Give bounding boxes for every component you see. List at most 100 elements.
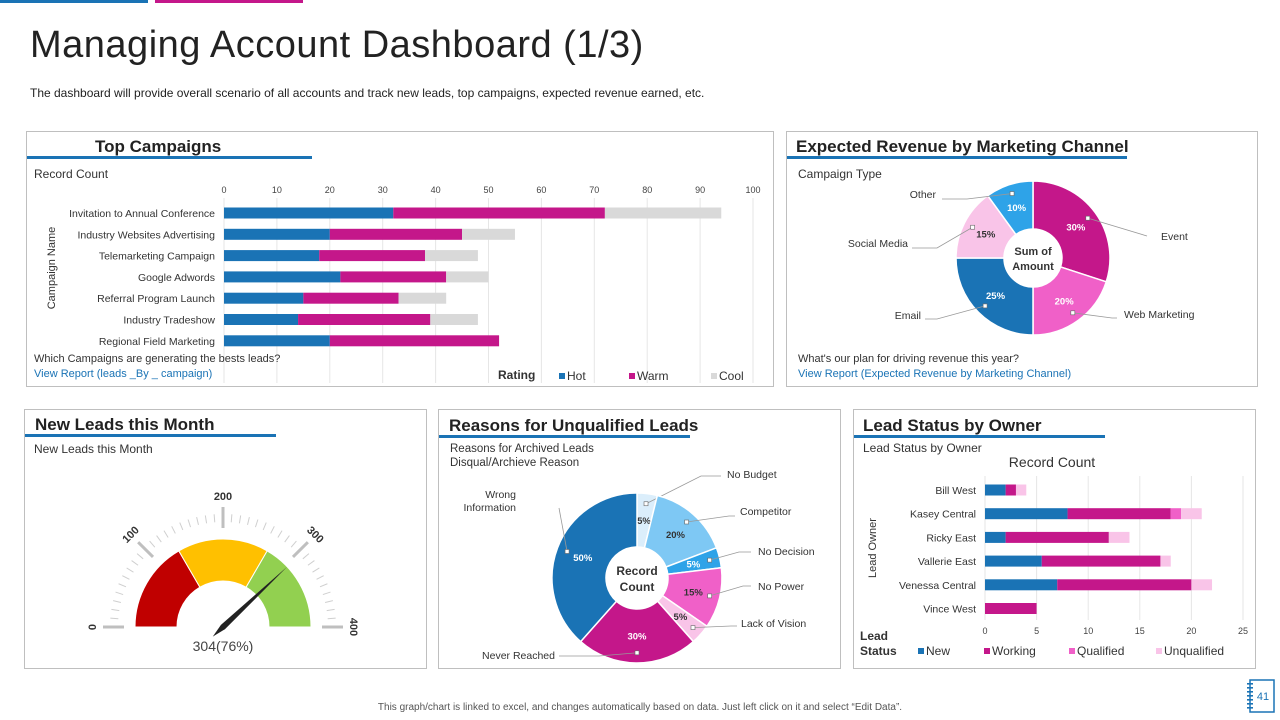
leader-line — [925, 305, 986, 320]
gauge-minor-tick — [270, 526, 275, 534]
gauge-minor-tick — [238, 515, 242, 524]
legend-label: Working — [992, 644, 1036, 658]
bar-hot — [224, 314, 299, 325]
expected-revenue-panel: Expected Revenue by Marketing Channel Ca… — [786, 131, 1258, 387]
y-axis-label: Lead Owner — [867, 518, 879, 578]
slice-label: 50% — [573, 553, 593, 564]
notebook-icon — [1249, 679, 1275, 713]
gauge-minor-tick — [196, 517, 199, 526]
panel-title-underline — [854, 435, 1105, 438]
lead-status-panel: Lead Status by Owner Record Count 0 5 10 15 2… — [853, 409, 1256, 669]
bar-hot — [224, 271, 341, 283]
outside-label: No Decision — [758, 546, 815, 558]
gauge-minor-tick — [115, 591, 124, 596]
view-report-link[interactable]: View Report (leads _By _ campaign) — [34, 368, 213, 380]
outside-label: No Budget — [727, 469, 777, 481]
center-label: Amount — [1012, 261, 1054, 273]
unqualified-leads-panel: Reasons for Unqualified Leads Reasons fo… — [438, 409, 841, 669]
bar-unqualified — [1160, 555, 1171, 567]
legend-swatch — [918, 648, 924, 654]
leader-line — [912, 226, 973, 249]
bar-unqualified — [1015, 484, 1027, 496]
view-report-link[interactable]: View Report (Expected Revenue by Marketi… — [798, 368, 1072, 380]
y-axis-label: Campaign Name — [46, 227, 58, 310]
leader-marker — [564, 549, 570, 554]
gauge-minor-tick — [230, 514, 233, 523]
outside-label: Information — [463, 502, 516, 514]
page-subtitle: The dashboard will provide overall scena… — [30, 86, 705, 100]
bar-warm — [393, 207, 605, 219]
leader-line — [559, 652, 638, 657]
legend-title: Lead — [860, 629, 888, 643]
page-title: Managing Account Dashboard (1/3) — [30, 24, 644, 66]
outside-label: Email — [895, 310, 921, 322]
footer-note: This graph/chart is linked to excel, and… — [377, 702, 903, 713]
category-label: Invitation to Annual Conference — [69, 208, 215, 220]
bar-working — [1067, 508, 1171, 520]
panel-title-underline — [439, 435, 690, 438]
legend-title: Rating — [498, 368, 535, 382]
gauge-minor-tick — [113, 600, 122, 603]
slice-label: 25% — [986, 291, 1006, 302]
bar-working — [1057, 579, 1192, 591]
chart-caption: New Leads this Month — [34, 442, 153, 456]
category-label: Vallerie East — [918, 556, 976, 568]
x-tick-label: 20 — [325, 185, 335, 195]
outside-label: Social Media — [848, 238, 908, 250]
panel-title-underline — [25, 434, 276, 437]
panel-title-underline — [787, 156, 1127, 159]
legend-swatch — [711, 373, 717, 379]
gauge-minor-tick — [262, 522, 267, 531]
category-label: Bill West — [935, 485, 976, 497]
leader-marker — [690, 625, 696, 630]
bar-working — [1041, 555, 1161, 567]
x-tick-label: 10 — [1083, 626, 1093, 636]
x-tick-label: 100 — [745, 185, 760, 195]
gauge-minor-tick — [316, 575, 324, 580]
top-campaigns-chart: Record Count 0 10 20 30 40 50 60 70 80 90 100 Campai… — [34, 167, 761, 383]
chart-title: Campaign Type — [798, 167, 882, 181]
slice-label: 5% — [674, 612, 688, 623]
outside-label: Competitor — [740, 506, 792, 518]
slice-email — [955, 257, 1034, 336]
legend-swatch — [984, 648, 990, 654]
lead-status-chart: Record Count 0 5 10 15 20 25 Lead Owner Bill Wes… — [860, 441, 1248, 658]
slice-label: 5% — [637, 516, 651, 527]
leader-marker — [982, 303, 988, 309]
bar-new — [985, 531, 1006, 543]
bar-unqualified — [1191, 579, 1213, 591]
bar-cool — [446, 271, 489, 283]
slice-label: 20% — [1055, 296, 1075, 307]
gauge-minor-tick — [126, 567, 134, 573]
center-label: Count — [620, 580, 655, 594]
outside-label: No Power — [758, 581, 805, 593]
gauge-major-tick — [137, 541, 155, 559]
leader-line — [558, 507, 568, 552]
chart-title: Record Count — [34, 167, 109, 181]
gauge-tick-label: 200 — [214, 491, 232, 503]
bar-new — [985, 555, 1042, 567]
chart-question: Which Campaigns are generating the bests… — [34, 353, 281, 365]
slice-label: 30% — [1066, 222, 1086, 233]
slice-web-marketing — [1032, 266, 1108, 336]
legend-swatch — [1156, 648, 1162, 654]
x-tick-label: 20 — [1186, 626, 1196, 636]
slice-never-reached — [579, 600, 695, 664]
legend-label: Cool — [719, 369, 744, 383]
bar-unqualified — [1108, 531, 1130, 543]
chart-title: Record Count — [1009, 454, 1095, 470]
category-label: Referral Program Launch — [97, 293, 215, 305]
legend-label: Qualified — [1077, 644, 1124, 658]
bar-hot — [224, 250, 320, 262]
bar-hot — [224, 292, 304, 304]
gauge-minor-tick — [111, 608, 120, 612]
gauge-minor-tick — [302, 553, 310, 560]
leader-marker — [643, 501, 649, 507]
gauge-value: 304(76%) — [193, 638, 254, 654]
gauge-minor-tick — [322, 591, 331, 596]
panel-title: Expected Revenue by Marketing Channel — [796, 137, 1129, 156]
category-label: Industry Websites Advertising — [77, 229, 215, 241]
bar-cool — [425, 250, 478, 262]
outside-label: Never Reached — [482, 650, 555, 662]
gauge-minor-tick — [307, 560, 315, 566]
